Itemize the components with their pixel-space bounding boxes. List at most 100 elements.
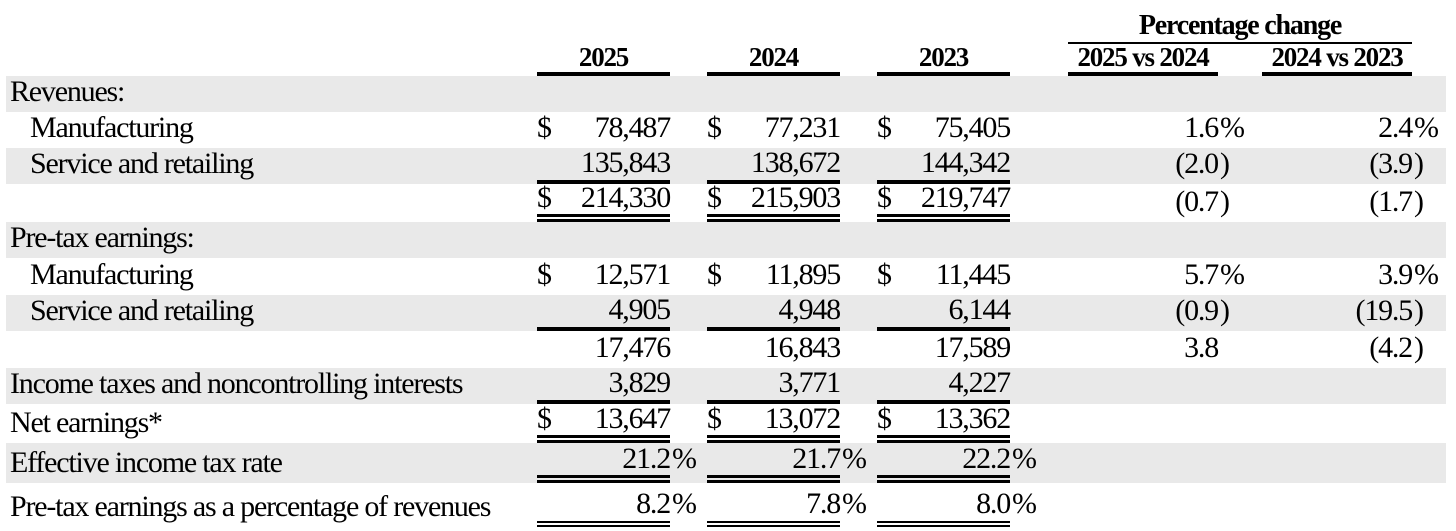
cell-value: 12,571 (594, 258, 672, 291)
cell-pct-2025-vs-2024 (1068, 368, 1218, 404)
cell-value: 21.7 (792, 442, 841, 475)
column-header-label: 2024 (748, 42, 799, 72)
group-header-spacer (0, 0, 1068, 44)
cell-value: 77,231 (764, 111, 842, 144)
column-header-2025-vs-2024: 2025 vs 2024 (1068, 44, 1218, 76)
row-label: Manufacturing (0, 258, 537, 295)
table-body: Revenues: Manufacturing $78,487 $77,231 … (0, 76, 1456, 527)
cell-2025: 3,829 (537, 368, 671, 404)
cell-2025: 17,476 (537, 331, 672, 368)
row-label-text: Net earnings* (10, 406, 163, 439)
cell-value: 7.8 (806, 487, 841, 520)
cell-value: (0.9 (1175, 294, 1219, 327)
cell-value: 4,227 (948, 366, 1011, 399)
column-group-header-percentage-change: Percentage change (1068, 0, 1412, 44)
cell-pct-2025-vs-2024: (0.7) (1068, 184, 1230, 222)
cell-pct-2024-vs-2023: 3.9% (1262, 258, 1439, 295)
row-label-text: Manufacturing (30, 258, 194, 291)
cell-2024: 16,843 (707, 331, 842, 368)
cell-value: 4,905 (608, 293, 671, 326)
table-group-header-row: Percentage change (0, 0, 1456, 44)
cell-value: 3,771 (778, 366, 841, 399)
column-header-2024: 2024 (707, 44, 840, 76)
row-label: Revenues: (0, 76, 537, 112)
cell-pct-2024-vs-2023 (1262, 443, 1412, 483)
cell-value: 13,072 (764, 402, 842, 435)
row-label-text: Income taxes and noncontrolling interest… (10, 367, 464, 400)
cell-value: 17,476 (594, 331, 672, 364)
table-row: $214,330 $215,903 $219,747 (0.7) (1.7) (0, 181, 1456, 222)
currency-symbol: $ (537, 181, 552, 214)
currency-symbol: $ (877, 258, 892, 291)
cell-value: 135,843 (580, 146, 671, 179)
cell-suffix: ) (1220, 294, 1230, 327)
cell-pct-2024-vs-2023 (1262, 76, 1412, 112)
table-row: Pre-tax earnings as a percentage of reve… (0, 483, 1456, 527)
cell-2024 (707, 222, 840, 258)
cell-2025: 4,905 (537, 293, 671, 331)
cell-pct-2024-vs-2023 (1262, 404, 1412, 443)
cell-2025 (537, 222, 670, 258)
cell-pct-2025-vs-2024 (1068, 483, 1218, 527)
column-header-2025: 2025 (537, 44, 670, 76)
cell-pct-2025-vs-2024 (1068, 222, 1218, 258)
cell-suffix: ) (1220, 147, 1230, 180)
cell-2023: 8.0% (877, 483, 1037, 527)
cell-pct-2024-vs-2023: (19.5) (1262, 295, 1424, 331)
cell-value: 22.2 (962, 442, 1011, 475)
cell-pct-2024-vs-2023: (3.9) (1262, 147, 1424, 184)
row-label: Pre-tax earnings: (0, 222, 537, 258)
row-label-text: Pre-tax earnings as a percentage of reve… (10, 490, 491, 523)
cell-value: 13,647 (594, 402, 672, 435)
cell-2024: 3,771 (707, 366, 841, 404)
table-row: Income taxes and noncontrolling interest… (0, 368, 1456, 404)
cell-value: 3.8 (1184, 331, 1219, 364)
cell-2024: 4,948 (707, 293, 841, 331)
cell-value: 6,144 (948, 293, 1011, 326)
header-label-spacer (0, 44, 537, 76)
currency-symbol: $ (707, 181, 722, 214)
cell-value: 75,405 (934, 111, 1012, 144)
cell-value: (1.7 (1369, 185, 1413, 218)
cell-pct-2025-vs-2024 (1068, 443, 1218, 483)
column-header-label: 2025 vs 2024 (1077, 42, 1209, 72)
cell-2023: 144,342 (877, 148, 1011, 184)
table-row: Manufacturing $78,487 $77,231 $75,405 1.… (0, 112, 1456, 148)
cell-2023: 22.2% (877, 442, 1037, 483)
cell-value: 138,672 (750, 146, 841, 179)
cell-2025: $78,487 (537, 111, 672, 148)
cell-2023: 4,227 (877, 366, 1011, 404)
column-header-label: 2025 (578, 42, 629, 72)
column-header-label: 2023 (918, 42, 969, 72)
currency-symbol: $ (877, 402, 892, 435)
cell-pct-2025-vs-2024 (1068, 404, 1218, 443)
cell-suffix: ) (1414, 147, 1424, 180)
cell-suffix: % (1012, 442, 1037, 475)
cell-value: (2.0 (1175, 147, 1219, 180)
cell-value: 16,843 (764, 331, 842, 364)
table-row: Service and retailing 4,905 4,948 6,144 … (0, 295, 1456, 331)
cell-value: (3.9 (1369, 147, 1413, 180)
cell-value: 8.2 (636, 487, 671, 520)
cell-2024: $11,895 (707, 258, 841, 295)
row-label-text: Revenues: (10, 75, 125, 108)
cell-2023: $13,362 (877, 402, 1011, 443)
row-label: Effective income tax rate (0, 443, 537, 483)
cell-suffix: % (1414, 258, 1439, 291)
column-header-2023: 2023 (877, 44, 1010, 76)
cell-value: 215,903 (750, 181, 841, 214)
cell-suffix: ) (1414, 185, 1424, 218)
cell-pct-2024-vs-2023: (1.7) (1262, 184, 1424, 222)
currency-symbol: $ (707, 111, 722, 144)
cell-2023: $11,445 (877, 258, 1011, 295)
table-row: Service and retailing 135,843 138,672 14… (0, 148, 1456, 184)
table-row: Manufacturing $12,571 $11,895 $11,445 5.… (0, 258, 1456, 295)
cell-value: 3.9 (1378, 258, 1413, 291)
cell-pct-2024-vs-2023 (1262, 222, 1412, 258)
row-label: Pre-tax earnings as a percentage of reve… (0, 483, 537, 527)
cell-value: 4,948 (778, 293, 841, 326)
cell-value: 1.6 (1184, 111, 1219, 144)
cell-suffix: ) (1414, 294, 1424, 327)
cell-value: 78,487 (594, 111, 672, 144)
